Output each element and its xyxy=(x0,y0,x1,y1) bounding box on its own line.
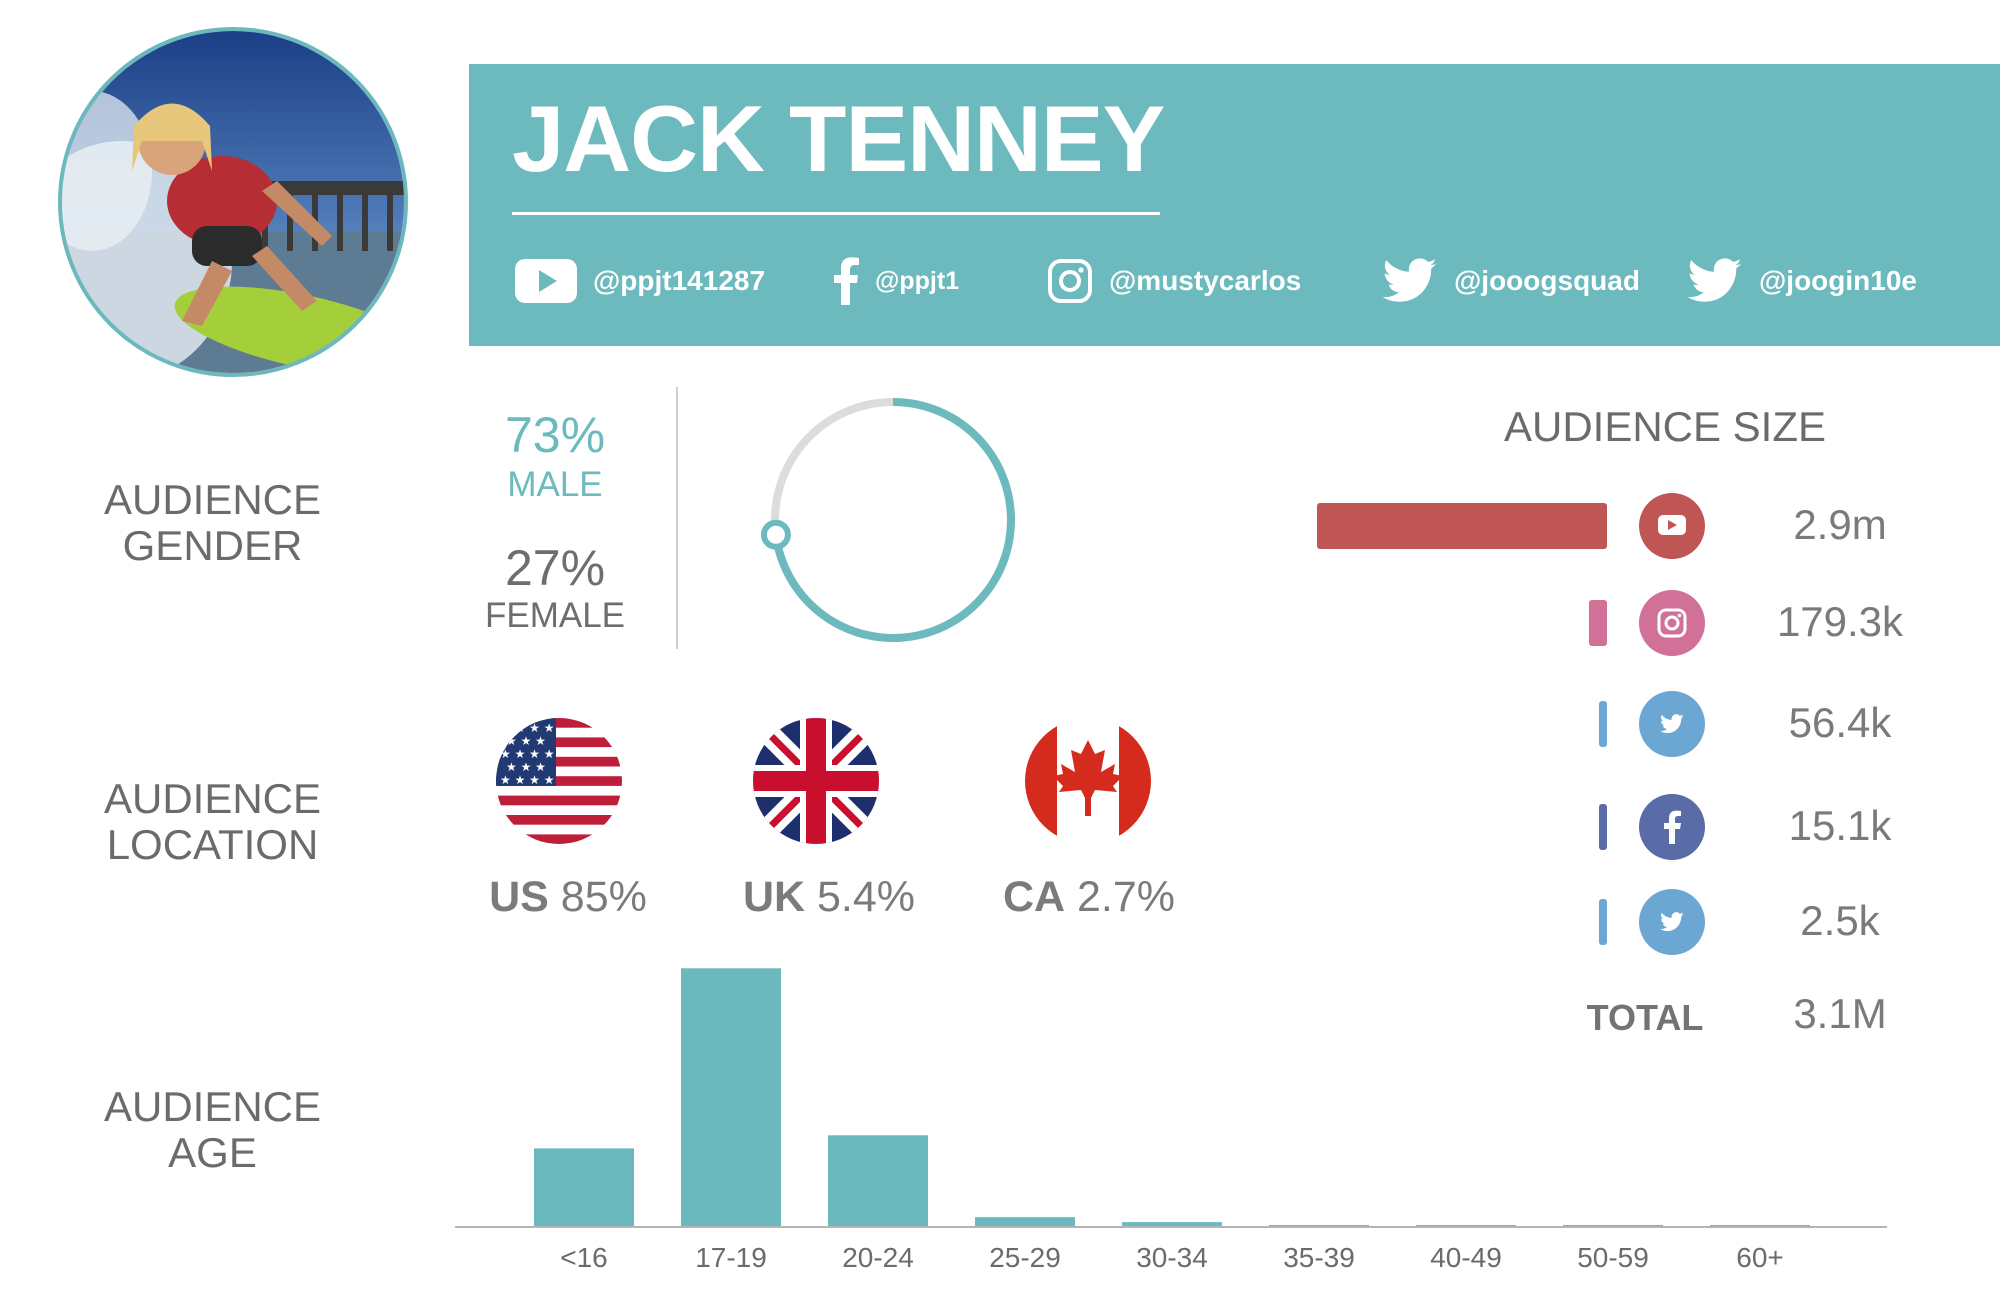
location-us-code: US xyxy=(489,873,549,921)
age-tick-label: 35-39 xyxy=(1283,1242,1355,1273)
us-flag-icon: ★ ★ ★ ★ ★ ★ ★ ★ ★ ★ ★ ★ ★ ★ ★ ★ ★ ★ xyxy=(496,718,622,844)
location-uk: UK 5.4% xyxy=(714,876,944,919)
gender-divider xyxy=(676,387,678,649)
male-percentage: 73% xyxy=(504,407,606,463)
gender-ring-male-arc xyxy=(771,398,1015,642)
female-percentage: 27% xyxy=(504,540,606,596)
audience-size-bar-twitter xyxy=(1599,701,1607,747)
profile-header xyxy=(469,64,2000,346)
age-bar-20-24 xyxy=(828,1135,928,1227)
svg-text:★ ★ ★ ★: ★ ★ ★ ★ xyxy=(500,747,554,761)
canada-flag-icon xyxy=(1025,718,1151,844)
audience-size-bar-twitter xyxy=(1599,899,1607,945)
profile-avatar xyxy=(58,27,408,377)
twitter-icon xyxy=(1639,691,1705,757)
female-label: FEMALE xyxy=(484,596,626,635)
name-underline xyxy=(512,212,1160,215)
social-handle-twitter-1: @jooogsquad xyxy=(1454,265,1640,296)
twitter-icon xyxy=(1639,889,1705,955)
influencer-name: JACK TENNEY xyxy=(512,86,1165,191)
age-tick-label: 25-29 xyxy=(989,1242,1061,1273)
audience-age-label: AUDIENCE AGE xyxy=(60,1084,365,1176)
audience-size-bar-youtube xyxy=(1317,503,1607,549)
location-us: US 85% xyxy=(453,876,683,919)
facebook-icon xyxy=(834,257,859,305)
age-tick-label: 17-19 xyxy=(695,1242,767,1273)
location-uk-pct: 5.4% xyxy=(817,873,916,921)
age-tick-label: 40-49 xyxy=(1430,1242,1502,1273)
gender-label-line1: AUDIENCE xyxy=(103,476,322,523)
age-tick-label: 60+ xyxy=(1736,1242,1784,1273)
audience-size-value: 15.1k xyxy=(1788,802,1892,849)
location-label-line2: LOCATION xyxy=(106,821,319,868)
instagram-icon xyxy=(1048,259,1092,303)
location-ca-code: CA xyxy=(1002,873,1066,921)
social-twitter-1[interactable]: @jooogsquad xyxy=(1382,256,1640,306)
location-ca: CA 2.7% xyxy=(974,876,1204,919)
svg-text:★ ★ ★ ★: ★ ★ ★ ★ xyxy=(500,721,554,735)
audience-size-value: 179.3k xyxy=(1776,598,1904,645)
audience-size-value: 56.4k xyxy=(1788,699,1892,746)
age-bar-<16 xyxy=(534,1148,634,1227)
youtube-icon xyxy=(515,259,577,303)
audience-location-label: AUDIENCE LOCATION xyxy=(60,776,365,868)
audience-total-value: 3.1M xyxy=(1793,990,1887,1037)
male-label: MALE xyxy=(507,465,603,504)
instagram-icon xyxy=(1639,590,1705,656)
social-twitter-2[interactable]: @joogin10e xyxy=(1687,256,1917,306)
location-label-line1: AUDIENCE xyxy=(103,775,322,822)
audience-size-value: 2.5k xyxy=(1800,897,1880,944)
audience-total-label: TOTAL xyxy=(1586,997,1704,1038)
social-handle-youtube: @ppjt141287 xyxy=(593,265,766,296)
svg-text:★ ★ ★: ★ ★ ★ xyxy=(506,734,546,748)
audience-age-chart: <16 17-19 20-24 25-29 30-34 35-39 40-49 50-59 60… xyxy=(455,968,1887,1273)
uk-flag-icon xyxy=(753,718,879,844)
audience-size-title: AUDIENCE SIZE xyxy=(1503,403,1827,450)
age-label-line1: AUDIENCE xyxy=(103,1083,322,1130)
audience-size-bar-instagram xyxy=(1589,600,1607,646)
youtube-icon xyxy=(1639,493,1705,559)
location-uk-code: UK xyxy=(742,873,806,921)
age-tick-label: 20-24 xyxy=(842,1242,914,1273)
gender-label-line2: GENDER xyxy=(122,522,303,569)
age-tick-label: 50-59 xyxy=(1577,1242,1649,1273)
age-label-line2: AGE xyxy=(168,1129,257,1176)
location-ca-pct: 2.7% xyxy=(1077,873,1176,921)
twitter-icon xyxy=(1687,258,1742,302)
social-instagram[interactable]: @mustycarlos xyxy=(1047,256,1301,306)
facebook-icon xyxy=(1639,794,1705,860)
social-handle-instagram: @mustycarlos xyxy=(1109,265,1302,296)
age-tick-label: 30-34 xyxy=(1136,1242,1208,1273)
svg-text:★ ★ ★: ★ ★ ★ xyxy=(506,760,546,774)
social-youtube[interactable]: @ppjt141287 xyxy=(515,256,765,306)
location-us-pct: 85% xyxy=(560,873,647,921)
svg-text:★ ★ ★ ★: ★ ★ ★ ★ xyxy=(500,773,554,787)
gender-ring-chart xyxy=(760,398,1015,642)
gender-ring-knob xyxy=(760,519,791,550)
audience-size-bar-facebook xyxy=(1599,804,1607,850)
age-bar-25-29 xyxy=(975,1217,1075,1227)
age-bar-17-19 xyxy=(681,968,781,1227)
social-handle-twitter-2: @joogin10e xyxy=(1759,265,1917,296)
social-facebook[interactable]: @ppjt1 xyxy=(833,256,959,306)
social-handle-facebook: @ppjt1 xyxy=(875,266,960,295)
age-bar-30-34 xyxy=(1122,1222,1222,1227)
audience-gender-label: AUDIENCE GENDER xyxy=(60,477,365,569)
age-tick-label: <16 xyxy=(560,1242,608,1273)
audience-size-value: 2.9m xyxy=(1793,501,1887,548)
twitter-icon xyxy=(1382,258,1437,302)
